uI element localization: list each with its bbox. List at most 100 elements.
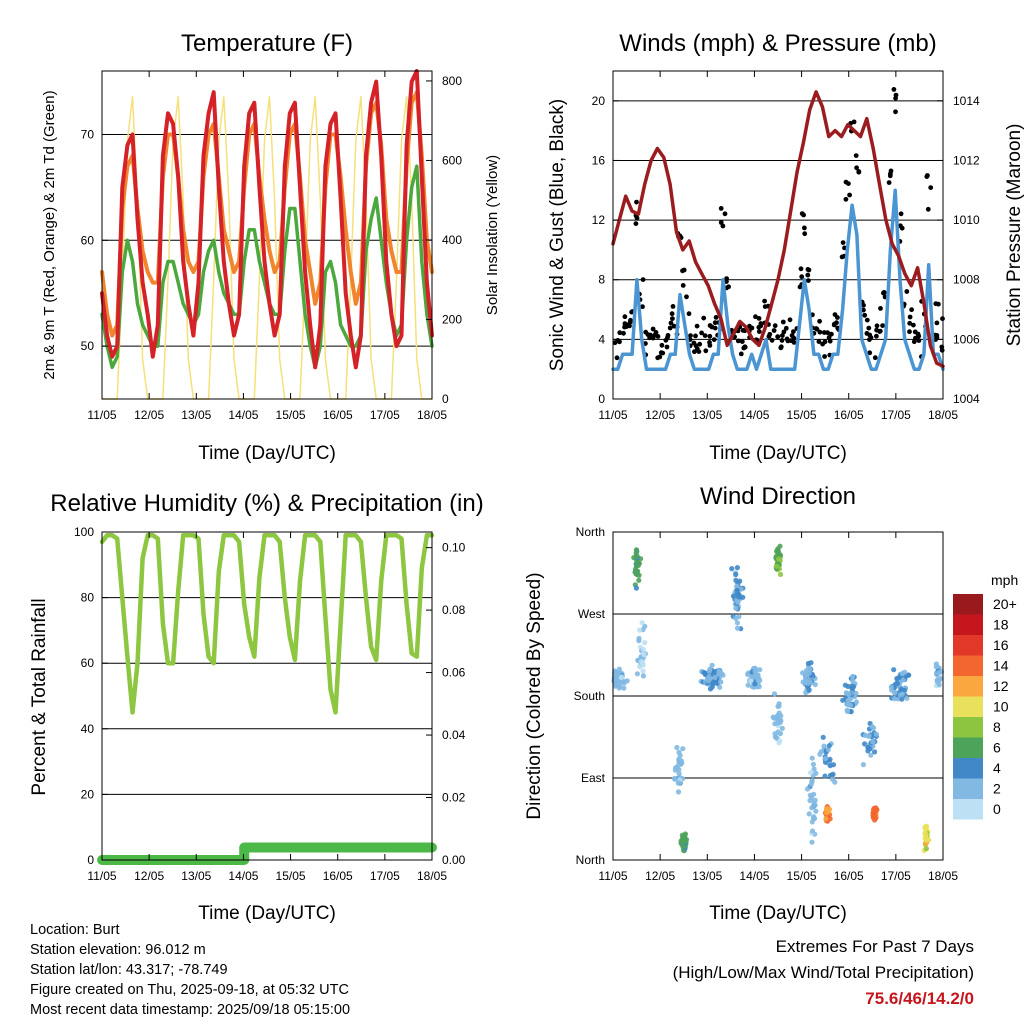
temperature-frame: [101, 70, 433, 400]
gust-point: [874, 323, 880, 329]
direction-point: [808, 781, 814, 787]
winds-y2tick-label: 1012: [953, 153, 980, 167]
direction-point: [899, 687, 905, 694]
humidity-title: Relative Humidity (%) & Precipitation (i…: [50, 490, 483, 517]
direction-point: [869, 724, 876, 730]
direction-point: [811, 814, 817, 820]
gust-point: [791, 329, 796, 334]
direction-point: [752, 681, 758, 687]
direction-ytick-label: South: [574, 689, 605, 703]
direction-point: [851, 684, 857, 690]
humidity-frame: [101, 531, 433, 861]
temperature-ylabel: 2m & 9m T (Red, Orange) & 2m Td (Green): [41, 90, 58, 379]
direction-point: [805, 677, 811, 684]
legend-swatch: [953, 676, 983, 697]
direction-point: [891, 696, 898, 702]
direction-point: [822, 773, 828, 779]
direction-point: [889, 687, 895, 693]
direction-point: [848, 702, 854, 709]
gust-point: [791, 335, 797, 341]
direction-xtick-label: 13/05: [692, 869, 722, 883]
direction-point: [779, 725, 785, 732]
gust-point: [680, 268, 685, 274]
gust-point: [701, 315, 707, 321]
direction-point: [862, 741, 868, 747]
gust-point: [798, 266, 804, 272]
temperature-panel: Temperature (F) 50 60 70 0 200 400 600 800 11/05…: [41, 30, 501, 464]
humidity-xtick-label: 16/05: [323, 869, 353, 883]
direction-point: [633, 566, 639, 572]
direction-point: [872, 749, 878, 755]
gust-point: [726, 284, 731, 290]
direction-series: [611, 543, 945, 854]
gust-point: [617, 330, 623, 336]
winds-series: [611, 87, 945, 371]
gust-point: [667, 325, 673, 331]
gust-point: [779, 338, 785, 343]
gust-point: [817, 329, 823, 335]
direction-point: [733, 572, 739, 578]
direction-panel: Wind Direction North East South West North 11…: [524, 483, 1018, 924]
gust-point: [806, 267, 812, 273]
direction-point: [845, 683, 851, 690]
gust-point: [640, 277, 646, 282]
gust-point: [692, 349, 697, 355]
winds-y2tick-label: 1004: [953, 392, 980, 406]
direction-point: [775, 547, 781, 554]
temperature-y2tick-label: 200: [442, 312, 462, 326]
humidity-xtick-label: 17/05: [370, 869, 400, 883]
gust-point: [861, 307, 866, 313]
direction-point: [676, 780, 682, 786]
gust-point: [877, 328, 883, 334]
direction-point: [712, 674, 718, 681]
direction-point: [936, 670, 942, 676]
direction-point: [899, 691, 905, 697]
humidity-xtick-label: 11/05: [87, 869, 116, 883]
direction-point: [868, 752, 874, 758]
direction-point: [808, 660, 814, 666]
temperature-series: [100, 69, 434, 400]
direction-point: [827, 763, 833, 769]
direction-point: [640, 673, 647, 679]
humidity-axes: 0 20 40 60 80 100 0.00 0.02 0.04 0.06 0.08 0.10 11/0…: [74, 525, 466, 883]
station-info: Location: Burt Station elevation: 96.012…: [30, 920, 350, 1020]
gust-point: [724, 276, 729, 281]
gust-point: [854, 165, 859, 171]
direction-point: [806, 687, 812, 693]
humidity-xlabel: Time (Day/UTC): [198, 903, 336, 924]
direction-point: [867, 746, 873, 752]
direction-point: [642, 640, 648, 646]
direction-point: [734, 583, 740, 589]
direction-point: [891, 667, 897, 673]
winds-xtick-label: 11/05: [598, 408, 627, 422]
winds-y2tick-label: 1014: [953, 94, 980, 108]
winds-ylabel: Sonic Wind & Gust (Blue, Black): [547, 99, 568, 371]
gust-point: [622, 314, 628, 320]
direction-point: [840, 697, 846, 703]
gust-point: [712, 320, 718, 326]
direction-point: [923, 846, 930, 852]
gust-point: [756, 316, 762, 321]
direction-point: [676, 761, 682, 767]
gust-point: [627, 323, 632, 329]
humidity-ytick-label: 20: [81, 787, 95, 801]
gust-point: [709, 324, 715, 330]
gust-point: [668, 320, 674, 326]
station-location: Location: Burt: [30, 922, 120, 938]
direction-point: [894, 675, 900, 682]
direction-point: [616, 666, 623, 672]
gust-point: [799, 274, 805, 280]
gust-point: [663, 337, 669, 343]
gust-point: [775, 334, 781, 340]
gust-point: [647, 332, 653, 338]
gust-point: [659, 342, 665, 348]
gust-point: [686, 311, 692, 317]
gust-point: [907, 314, 913, 320]
direction-point: [774, 563, 780, 569]
direction-point: [756, 684, 762, 690]
winds-xtick-label: 15/05: [787, 408, 817, 422]
winds-y2tick-label: 1006: [953, 332, 980, 346]
gust-point: [822, 354, 827, 359]
gust-point: [697, 341, 703, 347]
direction-point: [733, 577, 739, 584]
